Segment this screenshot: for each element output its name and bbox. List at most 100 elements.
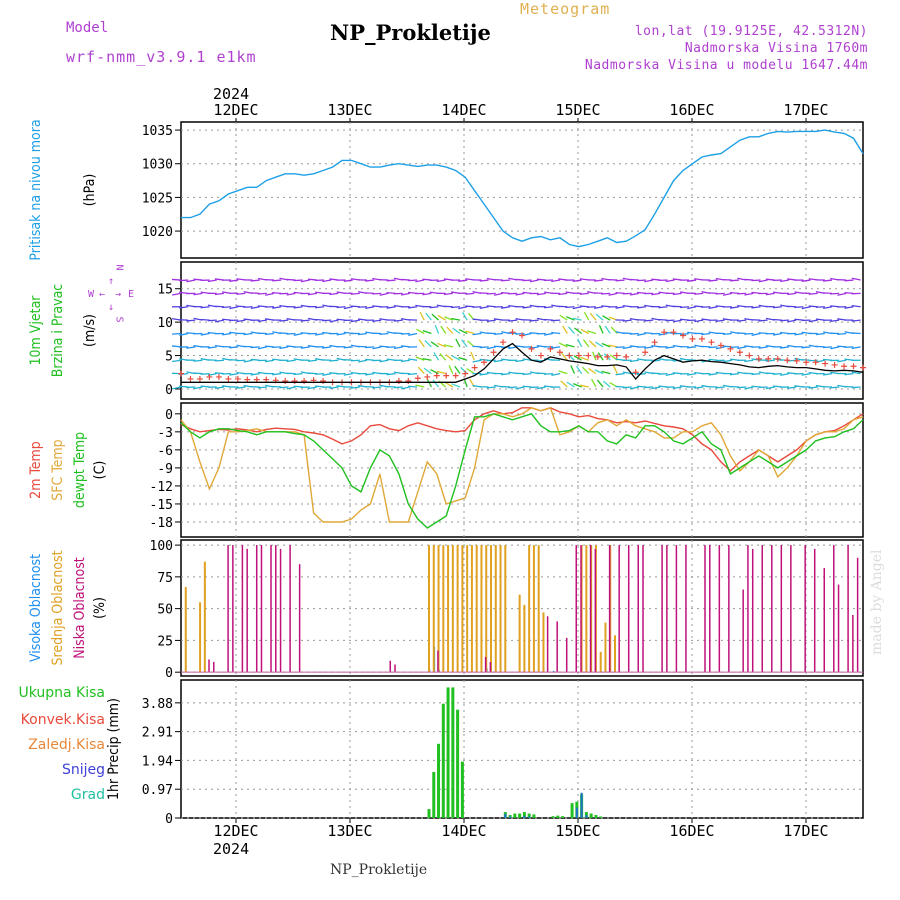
wind-barb xyxy=(758,279,768,283)
wind-barb xyxy=(708,346,718,349)
wind-barb xyxy=(372,386,382,389)
wind-barb xyxy=(300,319,310,322)
wind-tick-label: 5 xyxy=(165,350,173,365)
wind-barb xyxy=(570,365,576,374)
wind-barb xyxy=(722,332,732,336)
wind-barb xyxy=(465,330,475,335)
wind-barb xyxy=(744,386,754,390)
wind-gust-marker xyxy=(556,349,563,356)
wind-gust-marker xyxy=(443,372,450,379)
cloud-axis-label: Srednja Oblacnost xyxy=(50,550,66,665)
wind-barb xyxy=(315,306,325,309)
wind-gust-marker xyxy=(500,339,507,346)
wind-barb xyxy=(446,326,454,334)
top-date-label: 17DEC xyxy=(783,101,828,119)
wind-barb xyxy=(573,382,582,388)
wind-barb xyxy=(400,386,411,390)
wind-barb xyxy=(515,359,525,363)
precip-bar xyxy=(513,813,517,818)
wind-barb xyxy=(236,319,246,323)
wind-barb xyxy=(193,359,203,362)
wind-barb xyxy=(765,359,775,362)
wind-barb xyxy=(687,372,697,376)
wind-barb xyxy=(765,386,775,390)
wind-barb xyxy=(386,279,396,282)
precip-legend-item: Zaledj.Kisa xyxy=(28,737,105,753)
temperature-tick-label: -15 xyxy=(150,498,173,513)
wind-gust-marker xyxy=(282,377,289,384)
wind-gust-marker xyxy=(509,329,516,336)
wind-barb xyxy=(543,372,554,375)
wind-barb xyxy=(672,386,682,390)
precip-axis-label: 1hr Precip (mm) xyxy=(106,698,122,800)
wind-gust-marker xyxy=(746,352,753,359)
wind-barb xyxy=(851,386,861,389)
wind-barb xyxy=(443,292,453,296)
wind-barb xyxy=(472,359,482,363)
temperature-series-line xyxy=(180,412,864,529)
wind-barb xyxy=(565,306,575,309)
wind-barb xyxy=(601,342,611,348)
wind-barb xyxy=(350,292,360,295)
wind-barb xyxy=(207,319,217,322)
wind-barb xyxy=(408,358,418,361)
temperature-tick-label: -9 xyxy=(157,462,173,477)
bottom-date-label: 17DEC xyxy=(783,822,828,840)
wind-barb xyxy=(171,332,182,335)
page-title: NP_Prokletije xyxy=(330,20,491,45)
wind-barb xyxy=(629,386,639,390)
wind-barb xyxy=(579,292,589,295)
wind-barb xyxy=(315,332,325,336)
wind-barb xyxy=(558,292,568,296)
precip-bar xyxy=(528,816,531,818)
wind-barb xyxy=(236,292,246,295)
wind-barb xyxy=(293,372,303,376)
wind-barb xyxy=(808,319,818,323)
wind-gust-marker xyxy=(196,375,203,382)
wind-barb xyxy=(429,306,439,309)
wind-barb xyxy=(493,332,503,336)
wind-barb xyxy=(393,319,403,322)
wind-barb xyxy=(179,332,189,336)
wind-barb xyxy=(458,306,468,310)
wind-barb xyxy=(436,370,446,375)
wind-barb xyxy=(486,292,496,295)
precip-bar xyxy=(551,816,555,818)
wind-barb xyxy=(822,346,833,349)
wind-barb xyxy=(837,359,847,363)
wind-barb xyxy=(780,372,790,377)
wind-barb xyxy=(437,314,447,321)
wind-barb xyxy=(415,356,425,361)
wind-barb xyxy=(737,319,747,322)
wind-barb xyxy=(602,315,611,321)
wind-barb xyxy=(558,342,568,348)
wind-gust-marker xyxy=(642,349,649,356)
wind-barb xyxy=(458,328,468,335)
wind-barb xyxy=(665,319,675,322)
wind-barb xyxy=(452,327,461,335)
wind-barb xyxy=(423,367,432,375)
wind-gust-marker xyxy=(736,349,743,356)
temperature-axis-label: (C) xyxy=(92,461,108,480)
wind-direction-key: N S W E ↑ ↓ ← → xyxy=(88,262,134,328)
wind-barb xyxy=(243,332,253,336)
wind-barb xyxy=(501,372,511,376)
wind-barb xyxy=(315,372,325,375)
wind-barb xyxy=(672,319,682,323)
wind-barb xyxy=(687,306,697,310)
wind-barb xyxy=(808,386,818,389)
model-label: Model xyxy=(66,20,109,36)
wind-barb xyxy=(286,386,296,390)
wind-barb xyxy=(372,292,382,295)
wind-barb xyxy=(458,356,468,361)
wind-barb xyxy=(307,386,318,390)
wind-gust-marker xyxy=(831,361,838,368)
wind-barb xyxy=(461,339,468,348)
wind-barb xyxy=(329,386,339,390)
wind-barb xyxy=(765,292,775,296)
wind-barb xyxy=(787,386,797,390)
pressure-tick-label: 1025 xyxy=(142,191,173,206)
wind-barb xyxy=(644,279,654,283)
precip-bar xyxy=(522,812,526,818)
wind-barb xyxy=(501,306,511,309)
